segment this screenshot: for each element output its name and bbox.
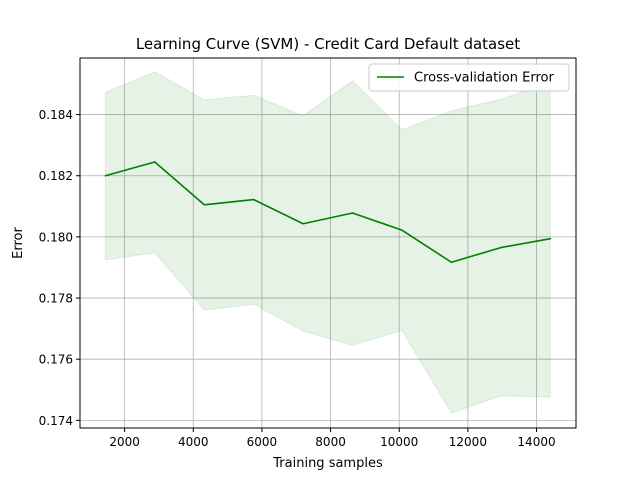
data-point: [549, 237, 552, 240]
data-point: [252, 198, 255, 201]
y-tick-label: 0.174: [39, 414, 73, 428]
x-tick-label: 10000: [380, 435, 418, 449]
y-tick-label: 0.182: [39, 169, 73, 183]
plot-background: [80, 58, 576, 428]
data-point: [154, 161, 156, 163]
data-point: [302, 222, 304, 225]
x-tick-label: 8000: [315, 435, 346, 449]
series-line-layer: [104, 161, 552, 264]
data-point: [351, 212, 354, 214]
grid: [80, 58, 576, 428]
y-axis-ticks: 0.174 0.176 0.178 0.180 0.182 0.184: [39, 108, 80, 428]
legend: Cross-validation Error: [368, 63, 570, 92]
y-tick-label: 0.178: [39, 292, 73, 306]
data-point: [104, 174, 107, 177]
confidence-band: [104, 71, 551, 414]
y-tick-label: 0.184: [39, 108, 73, 122]
x-tick-label: 12000: [449, 435, 487, 449]
y-tick-label: 0.180: [39, 230, 73, 244]
x-tick-label: 6000: [247, 435, 278, 449]
series-line-cross-validation-error: [105, 161, 551, 264]
data-point: [450, 261, 453, 264]
confidence-band-layer: [104, 71, 551, 414]
y-tick-label: 0.176: [39, 353, 73, 367]
x-axis-ticks: 2000 4000 6000 8000 10000 12000 14000: [109, 428, 556, 449]
legend-box: [368, 63, 570, 92]
x-tick-label: 2000: [109, 435, 140, 449]
plot-frame: [79, 57, 577, 429]
axes: [79, 57, 577, 429]
data-point: [203, 203, 206, 206]
legend-label: Cross-validation Error: [414, 71, 554, 86]
y-axis-label: Error: [11, 227, 26, 259]
x-tick-label: 4000: [178, 435, 209, 449]
data-point: [500, 246, 502, 249]
x-axis-label: Training samples: [272, 456, 383, 471]
data-point: [401, 229, 403, 231]
chart-title: Learning Curve (SVM) - Credit Card Defau…: [136, 35, 520, 53]
x-tick-label: 14000: [517, 435, 555, 449]
